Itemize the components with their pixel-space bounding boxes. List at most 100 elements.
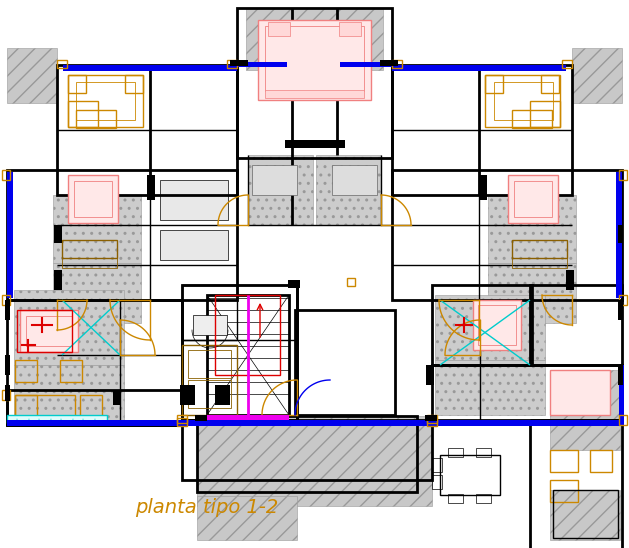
Bar — [512, 258, 567, 268]
Bar — [426, 365, 434, 385]
Bar — [476, 494, 491, 503]
Bar — [553, 490, 618, 538]
Bar — [432, 475, 442, 489]
Bar — [80, 395, 102, 417]
Bar — [550, 480, 578, 502]
Bar — [182, 285, 237, 340]
Bar — [530, 420, 622, 548]
Bar — [512, 110, 552, 128]
Bar — [541, 75, 559, 93]
Bar — [514, 181, 552, 217]
Bar — [590, 450, 612, 472]
Bar — [392, 60, 402, 68]
Bar — [237, 8, 392, 158]
Bar — [473, 300, 521, 350]
Bar — [160, 180, 228, 220]
Bar — [478, 305, 516, 345]
Bar — [550, 370, 620, 450]
Bar — [57, 60, 67, 68]
Bar — [15, 395, 75, 417]
Bar — [427, 418, 437, 426]
Bar — [7, 172, 13, 298]
Bar — [7, 390, 182, 425]
Bar — [265, 26, 364, 91]
Bar — [197, 496, 297, 540]
Bar — [160, 230, 228, 260]
Bar — [215, 385, 230, 405]
Bar — [5, 300, 10, 320]
Bar — [230, 60, 248, 66]
Bar — [188, 350, 231, 378]
Bar — [53, 263, 141, 323]
Bar — [285, 140, 345, 148]
Bar — [63, 65, 237, 71]
Bar — [68, 75, 86, 93]
Bar — [227, 60, 237, 68]
Bar — [5, 385, 10, 401]
Bar — [193, 315, 227, 335]
Bar — [488, 263, 576, 323]
Bar — [618, 300, 623, 320]
Bar — [5, 355, 10, 375]
Bar — [15, 360, 37, 382]
Bar — [2, 295, 10, 305]
Bar — [68, 75, 143, 127]
Bar — [550, 450, 578, 472]
Bar — [215, 295, 280, 375]
Bar — [619, 365, 624, 425]
Bar — [258, 20, 371, 100]
Bar — [618, 365, 623, 385]
Bar — [182, 420, 432, 426]
Bar — [566, 270, 574, 290]
Bar — [177, 415, 187, 423]
Bar — [14, 290, 124, 365]
Bar — [207, 295, 289, 415]
Bar — [432, 365, 622, 420]
Bar — [182, 285, 297, 420]
Bar — [392, 65, 572, 195]
Bar — [20, 310, 78, 352]
Bar — [265, 90, 364, 98]
Bar — [207, 415, 289, 420]
Bar — [188, 380, 231, 408]
Bar — [182, 345, 237, 415]
Bar — [113, 390, 121, 405]
Bar — [508, 175, 558, 223]
Bar — [332, 165, 377, 195]
Bar — [425, 415, 437, 421]
Bar — [237, 62, 287, 67]
Bar — [76, 82, 135, 120]
Bar — [7, 420, 182, 426]
Bar — [340, 62, 392, 67]
Bar — [380, 60, 398, 66]
Bar — [195, 415, 207, 421]
Bar — [562, 60, 572, 68]
Bar — [619, 415, 627, 425]
Bar — [54, 270, 62, 290]
Bar — [125, 75, 143, 93]
Bar — [57, 65, 237, 195]
Bar — [432, 458, 442, 472]
Bar — [488, 195, 576, 263]
Bar — [268, 22, 290, 36]
Bar — [476, 448, 491, 457]
Bar — [182, 420, 432, 480]
Bar — [619, 170, 627, 180]
Bar — [427, 415, 437, 423]
Bar — [550, 370, 610, 415]
Bar — [295, 310, 395, 415]
Bar — [448, 448, 463, 457]
Bar — [14, 365, 124, 420]
Bar — [435, 295, 545, 360]
Bar — [252, 165, 297, 195]
Bar — [248, 155, 313, 225]
Bar — [2, 170, 10, 180]
Bar — [512, 240, 567, 258]
Bar — [180, 385, 195, 405]
Bar — [448, 494, 463, 503]
Bar — [54, 225, 62, 243]
Bar — [60, 360, 82, 382]
Bar — [619, 295, 627, 305]
Bar — [616, 172, 622, 298]
Bar — [572, 48, 622, 103]
